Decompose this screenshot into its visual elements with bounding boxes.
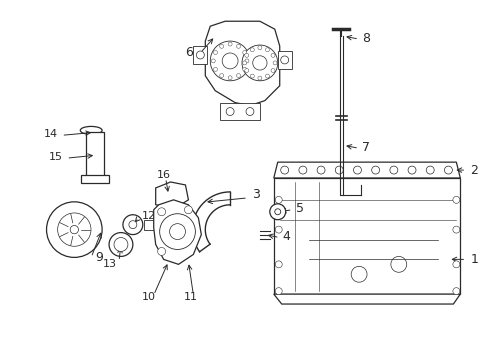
Bar <box>277 51 291 69</box>
Circle shape <box>407 166 415 174</box>
Circle shape <box>196 51 204 59</box>
Circle shape <box>184 206 192 214</box>
Circle shape <box>236 73 240 77</box>
Circle shape <box>114 238 128 251</box>
Bar <box>86 132 104 177</box>
Circle shape <box>353 166 361 174</box>
Circle shape <box>129 221 137 229</box>
Circle shape <box>270 53 274 57</box>
Circle shape <box>265 48 269 52</box>
Text: 2: 2 <box>469 163 477 176</box>
Circle shape <box>245 108 253 116</box>
Circle shape <box>244 59 248 63</box>
Circle shape <box>225 108 234 116</box>
Circle shape <box>169 224 185 239</box>
Circle shape <box>275 226 282 233</box>
Circle shape <box>213 50 217 54</box>
Circle shape <box>46 202 102 257</box>
Text: 8: 8 <box>361 32 369 45</box>
Circle shape <box>452 226 459 233</box>
Text: 12: 12 <box>142 211 156 221</box>
Circle shape <box>211 59 215 63</box>
Text: 11: 11 <box>183 292 197 302</box>
Circle shape <box>219 73 223 77</box>
Circle shape <box>265 74 269 78</box>
Circle shape <box>270 68 274 72</box>
Text: 14: 14 <box>43 129 57 139</box>
Circle shape <box>228 76 232 80</box>
Text: 1: 1 <box>469 253 477 266</box>
Polygon shape <box>273 294 459 304</box>
Circle shape <box>242 61 246 65</box>
Bar <box>143 220 153 230</box>
Text: 6: 6 <box>185 46 193 59</box>
Ellipse shape <box>80 126 102 134</box>
Circle shape <box>122 215 142 235</box>
Text: 4: 4 <box>282 230 290 243</box>
Circle shape <box>444 166 451 174</box>
Circle shape <box>371 166 379 174</box>
Circle shape <box>316 166 325 174</box>
Circle shape <box>244 68 248 72</box>
Text: 7: 7 <box>361 141 369 154</box>
Circle shape <box>389 166 397 174</box>
Circle shape <box>244 53 248 57</box>
Circle shape <box>452 261 459 268</box>
Circle shape <box>280 166 288 174</box>
Circle shape <box>272 61 277 65</box>
Circle shape <box>298 166 306 174</box>
Circle shape <box>160 214 195 249</box>
Circle shape <box>252 56 266 70</box>
Bar <box>193 46 207 64</box>
Text: 16: 16 <box>156 170 170 180</box>
Circle shape <box>350 266 366 282</box>
Circle shape <box>257 76 262 80</box>
Polygon shape <box>205 21 279 105</box>
Circle shape <box>390 256 406 272</box>
Circle shape <box>280 56 288 64</box>
Circle shape <box>236 44 240 48</box>
Circle shape <box>335 166 343 174</box>
Text: 13: 13 <box>103 259 117 269</box>
Circle shape <box>257 46 262 50</box>
Circle shape <box>274 209 280 215</box>
Text: 5: 5 <box>295 202 303 215</box>
Circle shape <box>275 288 282 294</box>
Circle shape <box>210 41 249 81</box>
Circle shape <box>275 196 282 203</box>
Circle shape <box>228 42 232 46</box>
Polygon shape <box>273 178 459 294</box>
Circle shape <box>269 204 285 220</box>
Circle shape <box>219 44 223 48</box>
Circle shape <box>426 166 433 174</box>
Text: 9: 9 <box>95 251 103 264</box>
Circle shape <box>222 53 238 69</box>
Bar <box>81 175 109 183</box>
Polygon shape <box>273 162 459 178</box>
Circle shape <box>250 48 254 52</box>
Circle shape <box>242 50 246 54</box>
Circle shape <box>250 74 254 78</box>
Circle shape <box>242 67 246 71</box>
Circle shape <box>70 225 79 234</box>
Circle shape <box>109 233 133 256</box>
Circle shape <box>157 208 165 216</box>
Circle shape <box>242 45 277 81</box>
Bar <box>220 103 259 121</box>
Circle shape <box>452 288 459 294</box>
Circle shape <box>275 261 282 268</box>
Circle shape <box>157 247 165 255</box>
Circle shape <box>58 213 91 246</box>
Text: 3: 3 <box>251 188 259 201</box>
Circle shape <box>452 196 459 203</box>
Circle shape <box>213 67 217 71</box>
Polygon shape <box>153 200 201 264</box>
Polygon shape <box>155 182 188 208</box>
Text: 10: 10 <box>142 292 155 302</box>
Text: 15: 15 <box>48 152 62 162</box>
